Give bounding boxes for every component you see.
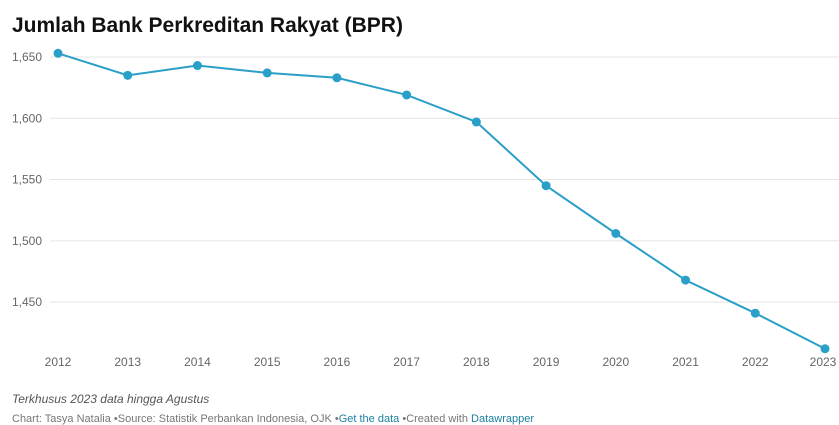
y-tick-label: 1,650 xyxy=(12,50,42,64)
note: Terkhusus 2023 data hingga Agustus xyxy=(12,392,210,406)
data-point xyxy=(262,68,272,78)
x-tick-label: 2023 xyxy=(810,355,837,369)
data-point xyxy=(820,344,830,354)
x-tick-label: 2017 xyxy=(393,355,420,369)
x-tick-label: 2022 xyxy=(742,355,769,369)
data-point xyxy=(123,70,133,80)
data-point xyxy=(53,48,63,58)
data-point xyxy=(192,61,202,71)
created-with: Created with xyxy=(406,413,468,425)
source: Source: Statistik Perbankan Indonesia, O… xyxy=(117,413,332,425)
data-point xyxy=(402,90,412,100)
x-tick-label: 2016 xyxy=(324,355,351,369)
x-tick-label: 2013 xyxy=(114,355,141,369)
data-point xyxy=(750,308,760,318)
x-tick-label: 2014 xyxy=(184,355,211,369)
chart: Jumlah Bank Perkreditan Rakyat (BPR) 1,4… xyxy=(12,14,839,369)
y-tick-label: 1,500 xyxy=(12,234,42,248)
tool-link[interactable]: Datawrapper xyxy=(471,413,534,425)
x-tick-label: 2021 xyxy=(672,355,699,369)
data-point xyxy=(471,117,481,127)
byline: Chart: Tasya Natalia xyxy=(12,413,111,425)
chart-title: Jumlah Bank Perkreditan Rakyat (BPR) xyxy=(12,14,403,37)
data-point xyxy=(541,181,551,191)
y-tick-label: 1,450 xyxy=(12,295,42,309)
data-point xyxy=(611,229,621,239)
data-point xyxy=(332,73,342,83)
y-tick-label: 1,550 xyxy=(12,173,42,187)
x-tick-label: 2018 xyxy=(463,355,490,369)
x-tick-label: 2015 xyxy=(254,355,281,369)
y-tick-label: 1,600 xyxy=(12,111,42,125)
x-tick-label: 2012 xyxy=(45,355,72,369)
data-point xyxy=(681,275,691,285)
x-tick-label: 2020 xyxy=(602,355,629,369)
x-tick-label: 2019 xyxy=(533,355,560,369)
credits: Chart: Tasya Natalia Source: Statistik Pe… xyxy=(12,413,534,425)
get-data-link[interactable]: Get the data xyxy=(338,413,400,425)
data-line xyxy=(57,52,826,350)
